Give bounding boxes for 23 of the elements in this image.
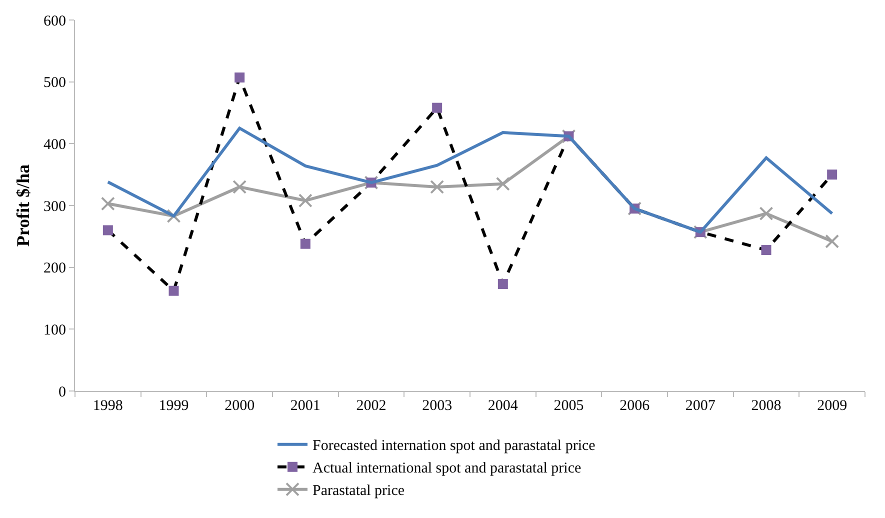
x-tick-label: 2000 [224, 398, 255, 414]
x-tick-label: 1999 [158, 398, 189, 414]
y-tick-label: 500 [44, 75, 66, 92]
legend-label: Actual international spot and parastatal price [312, 460, 582, 477]
x-tick-label: 2002 [356, 398, 386, 414]
y-tick-label: 300 [44, 198, 66, 215]
legend-label: Parastatal price [312, 483, 405, 500]
x-tick-label: 2005 [554, 398, 584, 414]
x-tick-label: 2009 [817, 398, 848, 414]
y-tick-label: 100 [44, 322, 66, 338]
x-tick-label: 2008 [751, 398, 782, 414]
y-tick-label: 600 [44, 13, 66, 30]
x-tick-label: 2007 [685, 398, 716, 414]
x-tick-label: 2003 [422, 398, 452, 414]
y-tick-label: 200 [44, 260, 66, 277]
legend-label: Forecasted internation spot and parastatal price [312, 438, 596, 454]
y-tick-label: 400 [44, 136, 66, 153]
y-tick-label: 0 [58, 384, 66, 400]
y-axis-title: Profit $/ha [13, 164, 33, 247]
x-tick-label: 2004 [488, 398, 518, 414]
x-tick-label: 2001 [290, 398, 320, 414]
x-tick-label: 1998 [92, 398, 123, 414]
x-tick-label: 2006 [620, 398, 650, 414]
